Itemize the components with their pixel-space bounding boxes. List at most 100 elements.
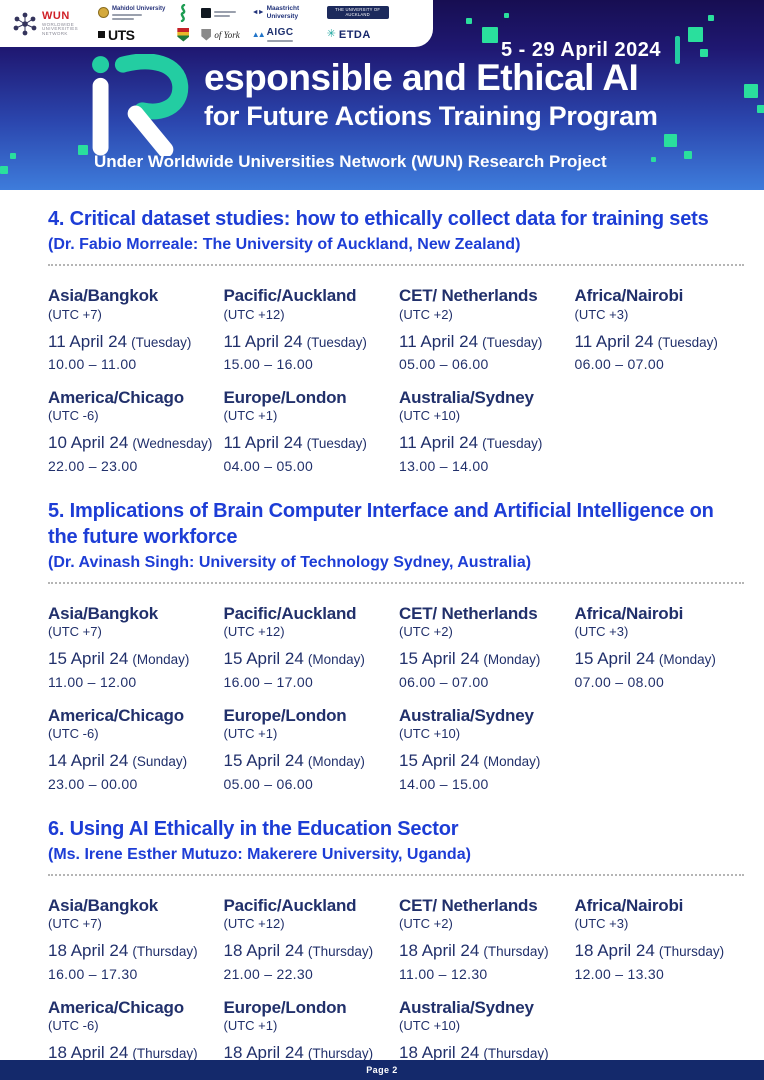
session-time: 06.00 – 07.00	[399, 673, 489, 690]
session-time: 15.00 – 16.00	[223, 355, 314, 372]
date-text: 15 April 24	[399, 649, 480, 669]
utc-offset: (UTC +2)	[399, 916, 453, 932]
weekday-text: (Monday)	[483, 754, 541, 770]
timezone-name: Pacific/Auckland	[223, 286, 357, 305]
weekday-text: (Sunday)	[132, 754, 188, 770]
york-shield-icon	[201, 28, 212, 41]
utc-offset: (UTC -6)	[48, 726, 99, 742]
date-text: 11 April 24	[48, 331, 128, 351]
wun-full-name: WORLDWIDE UNIVERSITIES NETWORK	[42, 21, 79, 36]
pixel-decoration	[10, 153, 16, 159]
aigc-label: AIGC	[266, 27, 294, 38]
date-text: 18 April 24	[223, 941, 304, 961]
maastricht-label: Maastricht University	[266, 5, 300, 20]
weekday-text: (Monday)	[658, 652, 716, 668]
logo-band: WUN WORLDWIDE UNIVERSITIES NETWORK Mahid…	[0, 0, 433, 47]
timezone-slot: America/Chicago (UTC -6) 14 April 24 (Sun…	[48, 706, 218, 792]
session-date: 18 April 24 (Thursday)	[48, 1043, 218, 1060]
weekday-text: (Thursday)	[132, 944, 198, 960]
session-date: 15 April 24 (Monday)	[399, 649, 569, 669]
session-date: 11 April 24 (Tuesday)	[575, 332, 745, 352]
weekday-text: (Monday)	[483, 652, 541, 668]
date-range-text: 5 - 29 April 2024	[500, 38, 661, 61]
timezone-name: Asia/Bangkok	[48, 603, 159, 623]
session-time: 16.00 – 17.30	[48, 965, 138, 982]
weekday-text: (Tuesday)	[306, 334, 367, 350]
date-text: 15 April 24	[399, 751, 480, 771]
pixel-decoration	[688, 27, 703, 42]
r-logo-mark	[92, 54, 189, 156]
dark-square-icon	[201, 7, 212, 18]
timezone-slot: Australia/Sydney (UTC +10) 15 April 24 (M…	[399, 706, 569, 792]
date-text: 15 April 24	[48, 649, 129, 669]
session-date: 11 April 24 (Tuesday)	[224, 433, 394, 453]
utc-offset: (UTC +1)	[223, 408, 278, 424]
utc-offset: (UTC +12)	[223, 916, 285, 932]
weekday-text: (Thursday)	[658, 944, 725, 960]
crest-icon	[177, 27, 190, 42]
timezone-name: Europe/London	[223, 705, 347, 725]
title-line-1: esponsible and Ethical AI	[204, 57, 639, 98]
date-text: 18 April 24	[48, 941, 129, 961]
session-block-5: 5. Implications of Brain Computer Interf…	[48, 498, 744, 792]
weekday-text: (Thursday)	[483, 1046, 549, 1060]
timezone-name: Pacific/Auckland	[223, 895, 357, 915]
weekday-text: (Monday)	[307, 754, 365, 770]
timezone-slot: America/Chicago (UTC -6) 10 April 24 (Wed…	[48, 388, 218, 474]
utc-offset: (UTC +10)	[399, 408, 461, 424]
weekday-text: (Thursday)	[307, 1046, 374, 1060]
session-time: 21.00 – 22.30	[223, 965, 314, 982]
weekday-text: (Tuesday)	[131, 334, 192, 350]
date-text: 18 April 24	[48, 1043, 129, 1060]
logo-text-placeholder	[112, 13, 142, 16]
logo-text-placeholder	[266, 40, 293, 42]
session-time: 11.00 – 12.30	[399, 965, 488, 982]
session-date: 18 April 24 (Thursday)	[224, 941, 394, 961]
utc-offset: (UTC +10)	[399, 726, 461, 742]
session-time: 12.00 – 13.30	[574, 965, 665, 982]
page-footer: Page 2	[0, 1060, 764, 1080]
utc-offset: (UTC +10)	[399, 1018, 461, 1034]
mahidol-emblem-icon	[98, 7, 109, 18]
date-text: 15 April 24	[574, 649, 655, 669]
weekday-text: (Thursday)	[307, 944, 374, 960]
session-date: 10 April 24 (Wednesday)	[48, 433, 218, 453]
maastricht-logo: ◄► Maastricht University	[252, 3, 315, 22]
timezone-grid: Asia/Bangkok (UTC +7) 18 April 24 (Thursd…	[48, 896, 744, 1060]
date-text: 15 April 24	[223, 649, 304, 669]
session-date: 15 April 24 (Monday)	[575, 649, 745, 669]
aigc-mark-icon: ▲▲	[251, 30, 266, 39]
timezone-name: Asia/Bangkok	[48, 895, 159, 915]
session-presenter: (Dr. Fabio Morreale: The University of A…	[48, 236, 521, 253]
session-date: 14 April 24 (Sunday)	[48, 751, 218, 771]
pixel-decoration	[700, 49, 708, 57]
date-text: 18 April 24	[574, 941, 655, 961]
timezone-name: Australia/Sydney	[399, 387, 534, 407]
session-block-4: 4. Critical dataset studies: how to ethi…	[48, 206, 744, 474]
timezone-name: CET/ Netherlands	[399, 895, 538, 915]
timezone-slot: Europe/London (UTC +1) 15 April 24 (Monda…	[224, 706, 394, 792]
session-block-6: 6. Using AI Ethically in the Education S…	[48, 816, 744, 1060]
date-text: 15 April 24	[223, 751, 304, 771]
session-date: 15 April 24 (Monday)	[224, 751, 394, 771]
page-number-label: Page 2	[366, 1065, 398, 1075]
wun-wordmark: WUN WORLDWIDE UNIVERSITIES NETWORK	[42, 9, 88, 37]
session-date: 18 April 24 (Thursday)	[224, 1043, 394, 1060]
session-time: 05.00 – 06.00	[399, 355, 489, 372]
date-text: 14 April 24	[48, 751, 129, 771]
etda-label: ETDA	[338, 28, 371, 41]
weekday-text: (Monday)	[307, 652, 365, 668]
green-ribbon-icon	[181, 3, 186, 22]
wun-acronym: WUN	[42, 9, 70, 22]
event-date-range: 5 - 29 April 2024	[501, 36, 680, 64]
session-presenter: (Dr. Avinash Singh: University of Techno…	[48, 553, 532, 571]
title-row: esponsible and Ethical AI for Future Act…	[84, 54, 658, 156]
timezone-name: Europe/London	[223, 387, 347, 407]
logo-text-placeholder	[214, 10, 237, 13]
timezone-name: Australia/Sydney	[399, 997, 534, 1017]
timezone-name: CET/ Netherlands	[399, 286, 538, 305]
pixel-decoration	[757, 105, 764, 113]
pixel-decoration	[651, 157, 656, 162]
timezone-slot: Europe/London (UTC +1) 18 April 24 (Thurs…	[224, 998, 394, 1060]
utc-offset: (UTC +7)	[48, 624, 102, 640]
